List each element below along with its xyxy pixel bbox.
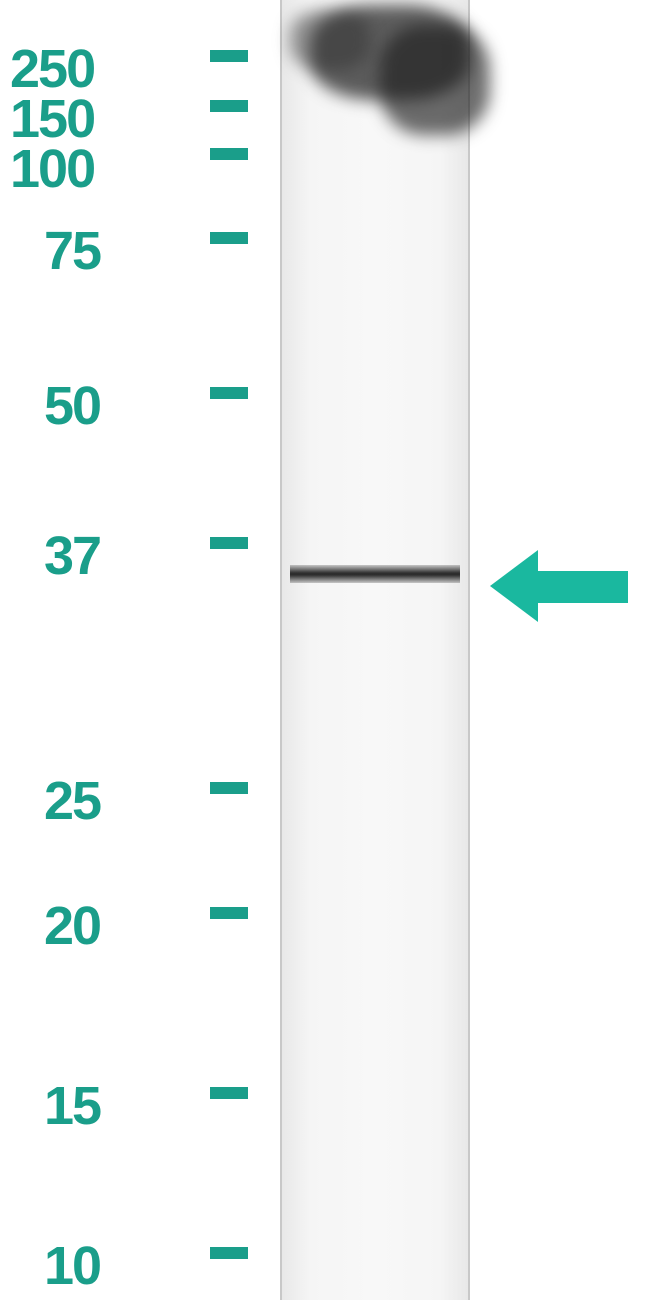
smear-blob (290, 10, 370, 70)
mw-marker-tick (210, 1087, 248, 1099)
blot-container: 25015010075503725201510 (0, 0, 650, 1300)
mw-marker-label: 20 (44, 895, 100, 957)
mw-marker-label: 37 (44, 525, 100, 587)
mw-marker-tick (210, 50, 248, 62)
mw-marker-label: 50 (44, 375, 100, 437)
mw-marker-tick (210, 1247, 248, 1259)
arrow-head-icon (490, 550, 538, 622)
mw-marker-tick (210, 148, 248, 160)
mw-marker-label: 25 (44, 770, 100, 832)
arrow-shaft (538, 571, 628, 603)
gel-lane (280, 0, 470, 1300)
mw-marker-tick (210, 232, 248, 244)
mw-marker-label: 100 (10, 138, 94, 200)
mw-marker-label: 75 (44, 220, 100, 282)
mw-marker-tick (210, 782, 248, 794)
mw-marker-tick (210, 387, 248, 399)
mw-marker-label: 15 (44, 1075, 100, 1137)
mw-marker-tick (210, 537, 248, 549)
mw-marker-tick (210, 907, 248, 919)
mw-marker-label: 10 (44, 1235, 100, 1297)
smear-blob (380, 25, 490, 135)
mw-marker-tick (210, 100, 248, 112)
protein-band (290, 565, 460, 583)
